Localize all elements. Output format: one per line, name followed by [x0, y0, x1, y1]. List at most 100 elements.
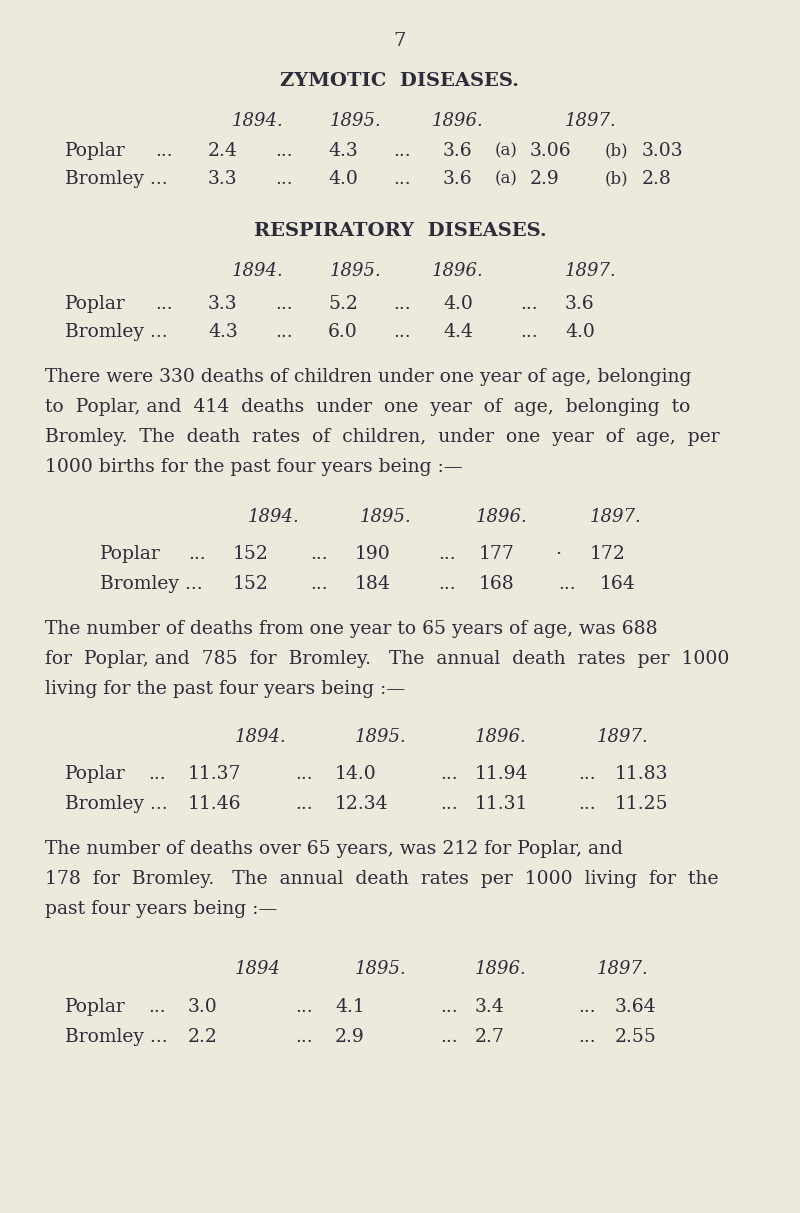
- Text: Poplar: Poplar: [65, 142, 126, 160]
- Text: 4.4: 4.4: [443, 323, 473, 341]
- Text: 3.64: 3.64: [615, 998, 657, 1016]
- Text: ...: ...: [295, 795, 313, 813]
- Text: 152: 152: [233, 545, 269, 563]
- Text: 2.4: 2.4: [208, 142, 238, 160]
- Text: ...: ...: [393, 323, 410, 341]
- Text: (a): (a): [495, 142, 518, 159]
- Text: ...: ...: [310, 545, 328, 563]
- Text: 1896.: 1896.: [476, 508, 528, 526]
- Text: Bromley ...: Bromley ...: [100, 575, 202, 593]
- Text: Bromley ...: Bromley ...: [65, 323, 168, 341]
- Text: 184: 184: [355, 575, 391, 593]
- Text: 1897.: 1897.: [590, 508, 642, 526]
- Text: 11.46: 11.46: [188, 795, 242, 813]
- Text: ...: ...: [440, 1027, 458, 1046]
- Text: 3.4: 3.4: [475, 998, 505, 1016]
- Text: 11.94: 11.94: [475, 765, 529, 784]
- Text: ...: ...: [440, 765, 458, 784]
- Text: ...: ...: [393, 295, 410, 313]
- Text: 2.7: 2.7: [475, 1027, 505, 1046]
- Text: Poplar: Poplar: [65, 295, 126, 313]
- Text: 1897.: 1897.: [565, 262, 617, 280]
- Text: ZYMOTIC  DISEASES.: ZYMOTIC DISEASES.: [281, 72, 519, 90]
- Text: 2.55: 2.55: [615, 1027, 657, 1046]
- Text: 1896.: 1896.: [432, 262, 484, 280]
- Text: (a): (a): [495, 170, 518, 187]
- Text: ...: ...: [148, 998, 166, 1016]
- Text: 6.0: 6.0: [328, 323, 358, 341]
- Text: 3.6: 3.6: [443, 170, 473, 188]
- Text: 11.25: 11.25: [615, 795, 669, 813]
- Text: living for the past four years being :—: living for the past four years being :—: [45, 680, 405, 697]
- Text: ...: ...: [295, 1027, 313, 1046]
- Text: 4.3: 4.3: [328, 142, 358, 160]
- Text: Bromley.  The  death  rates  of  children,  under  one  year  of  age,  per: Bromley. The death rates of children, un…: [45, 428, 720, 446]
- Text: ...: ...: [275, 170, 293, 188]
- Text: 190: 190: [355, 545, 390, 563]
- Text: 5.2: 5.2: [328, 295, 358, 313]
- Text: 7: 7: [394, 32, 406, 50]
- Text: (b): (b): [605, 170, 629, 187]
- Text: 1000 births for the past four years being :—: 1000 births for the past four years bein…: [45, 459, 462, 475]
- Text: 177: 177: [479, 545, 515, 563]
- Text: 3.0: 3.0: [188, 998, 218, 1016]
- Text: 4.0: 4.0: [565, 323, 595, 341]
- Text: 4.0: 4.0: [443, 295, 473, 313]
- Text: 168: 168: [479, 575, 514, 593]
- Text: ...: ...: [275, 142, 293, 160]
- Text: 1894: 1894: [235, 959, 281, 978]
- Text: 3.3: 3.3: [208, 295, 238, 313]
- Text: ...: ...: [393, 170, 410, 188]
- Text: ...: ...: [188, 545, 206, 563]
- Text: 1895.: 1895.: [360, 508, 412, 526]
- Text: 1897.: 1897.: [597, 959, 649, 978]
- Text: 172: 172: [590, 545, 626, 563]
- Text: 1895.: 1895.: [355, 728, 406, 746]
- Text: (b): (b): [605, 142, 629, 159]
- Text: ...: ...: [275, 323, 293, 341]
- Text: ·: ·: [555, 545, 561, 563]
- Text: 1897.: 1897.: [597, 728, 649, 746]
- Text: 3.6: 3.6: [443, 142, 473, 160]
- Text: ...: ...: [520, 323, 538, 341]
- Text: There were 330 deaths of children under one year of age, belonging: There were 330 deaths of children under …: [45, 368, 691, 386]
- Text: ...: ...: [558, 575, 576, 593]
- Text: 1894.: 1894.: [235, 728, 286, 746]
- Text: 152: 152: [233, 575, 269, 593]
- Text: 2.9: 2.9: [530, 170, 560, 188]
- Text: Poplar: Poplar: [65, 765, 126, 784]
- Text: 4.3: 4.3: [208, 323, 238, 341]
- Text: 164: 164: [600, 575, 636, 593]
- Text: ...: ...: [440, 795, 458, 813]
- Text: ...: ...: [520, 295, 538, 313]
- Text: to  Poplar, and  414  deaths  under  one  year  of  age,  belonging  to: to Poplar, and 414 deaths under one year…: [45, 398, 690, 416]
- Text: ...: ...: [155, 142, 173, 160]
- Text: ...: ...: [578, 765, 596, 784]
- Text: 12.34: 12.34: [335, 795, 389, 813]
- Text: 11.83: 11.83: [615, 765, 669, 784]
- Text: 1896.: 1896.: [475, 959, 526, 978]
- Text: 1896.: 1896.: [475, 728, 526, 746]
- Text: ...: ...: [275, 295, 293, 313]
- Text: Bromley ...: Bromley ...: [65, 795, 168, 813]
- Text: 3.3: 3.3: [208, 170, 238, 188]
- Text: ...: ...: [438, 575, 456, 593]
- Text: Poplar: Poplar: [100, 545, 161, 563]
- Text: ...: ...: [578, 1027, 596, 1046]
- Text: Bromley ...: Bromley ...: [65, 1027, 168, 1046]
- Text: Poplar: Poplar: [65, 998, 126, 1016]
- Text: 14.0: 14.0: [335, 765, 377, 784]
- Text: RESPIRATORY  DISEASES.: RESPIRATORY DISEASES.: [254, 222, 546, 240]
- Text: for  Poplar, and  785  for  Bromley.   The  annual  death  rates  per  1000: for Poplar, and 785 for Bromley. The ann…: [45, 650, 730, 668]
- Text: 1895.: 1895.: [330, 112, 382, 130]
- Text: 2.2: 2.2: [188, 1027, 218, 1046]
- Text: ...: ...: [393, 142, 410, 160]
- Text: 3.6: 3.6: [565, 295, 594, 313]
- Text: ...: ...: [578, 998, 596, 1016]
- Text: 4.1: 4.1: [335, 998, 365, 1016]
- Text: 1894.: 1894.: [248, 508, 300, 526]
- Text: The number of deaths from one year to 65 years of age, was 688: The number of deaths from one year to 65…: [45, 620, 658, 638]
- Text: ...: ...: [440, 998, 458, 1016]
- Text: 4.0: 4.0: [328, 170, 358, 188]
- Text: ...: ...: [148, 765, 166, 784]
